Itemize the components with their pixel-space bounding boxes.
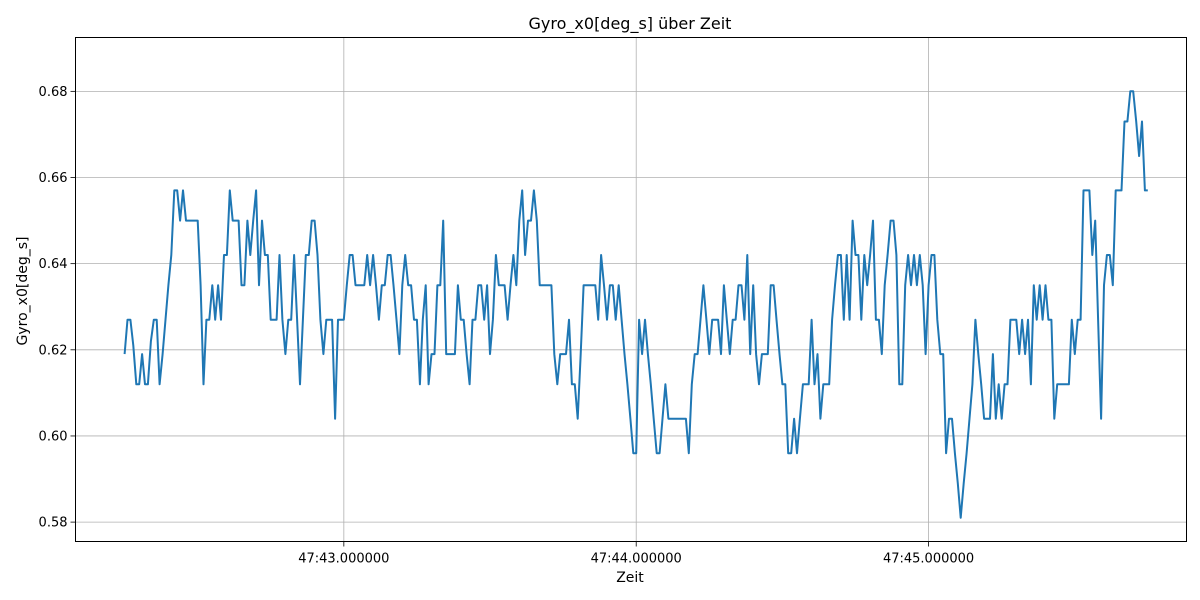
- x-axis-label: Zeit: [616, 570, 644, 586]
- y-tick-label: 0.58: [39, 516, 68, 531]
- y-tick-label: 0.64: [39, 257, 68, 272]
- y-axis: 0.58 0.60 0.62 0.64 0.66 0.68: [39, 85, 76, 531]
- grid: [75, 37, 1187, 542]
- x-tick-label: 47:43.000000: [298, 552, 389, 567]
- gyro-series-line: [123, 90, 1148, 519]
- y-tick-label: 0.68: [39, 85, 68, 100]
- y-tick-label: 0.60: [39, 429, 68, 444]
- y-axis-label: Gyro_x0[deg_s]: [15, 237, 31, 346]
- plot-frame: [75, 37, 1187, 542]
- y-tick-label: 0.62: [39, 343, 68, 358]
- x-tick-label: 47:44.000000: [591, 552, 682, 567]
- x-axis: 47:43.000000 47:44.000000 47:45.000000: [298, 541, 974, 567]
- chart-title: Gyro_x0[deg_s] über Zeit: [529, 14, 732, 34]
- x-tick-label: 47:45.000000: [883, 552, 974, 567]
- y-tick-label: 0.66: [39, 171, 68, 186]
